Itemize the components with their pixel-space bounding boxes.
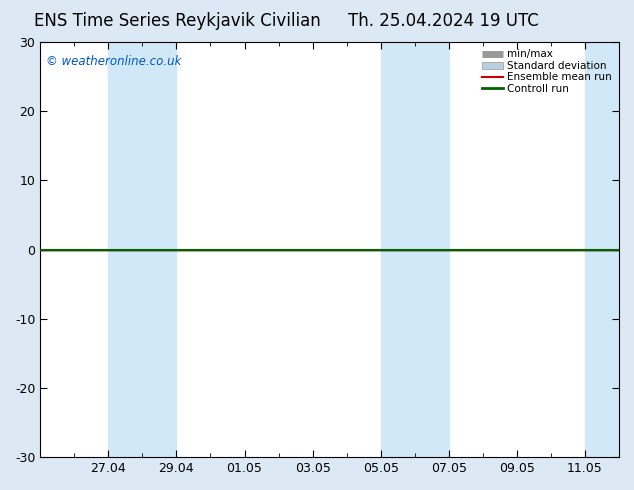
Text: © weatheronline.co.uk: © weatheronline.co.uk xyxy=(46,54,181,68)
Text: ENS Time Series Reykjavik Civilian: ENS Time Series Reykjavik Civilian xyxy=(34,12,321,30)
Text: Th. 25.04.2024 19 UTC: Th. 25.04.2024 19 UTC xyxy=(349,12,539,30)
Bar xyxy=(585,42,619,457)
Bar xyxy=(108,42,176,457)
Legend: min/max, Standard deviation, Ensemble mean run, Controll run: min/max, Standard deviation, Ensemble me… xyxy=(480,47,614,96)
Bar xyxy=(380,42,449,457)
